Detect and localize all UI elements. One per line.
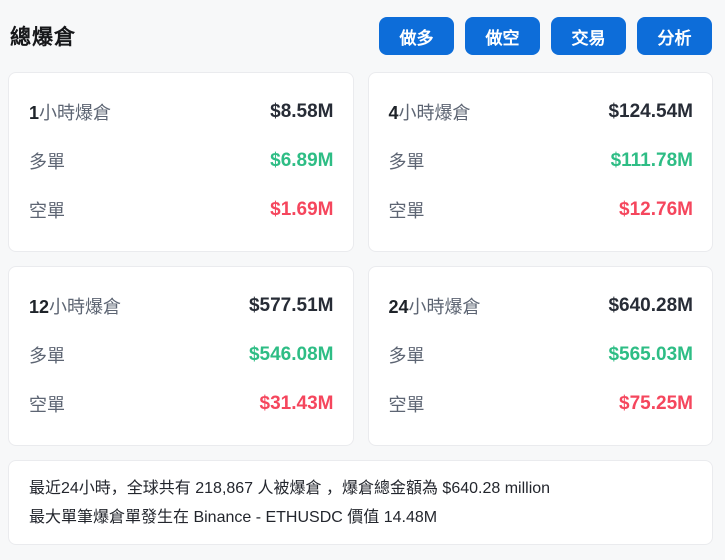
long-button[interactable]: 做多	[379, 17, 454, 55]
period-number: 4	[388, 103, 399, 123]
period-title: 4小時爆倉	[389, 99, 471, 125]
short-label: 空單	[29, 395, 65, 415]
long-value: $111.78M	[610, 150, 693, 171]
period-title: 12小時爆倉	[29, 293, 121, 319]
period-title: 24小時爆倉	[389, 293, 481, 319]
total-value: $577.51M	[248, 295, 334, 316]
period-number: 12	[29, 297, 50, 317]
short-label: 空單	[388, 395, 425, 415]
short-label: 空單	[388, 201, 425, 221]
period-number: 24	[388, 297, 409, 317]
short-button[interactable]: 做空	[465, 17, 540, 55]
short-label: 空單	[29, 201, 65, 221]
trade-button[interactable]: 交易	[551, 17, 626, 55]
total-row: 24小時爆倉 $640.28M	[389, 293, 694, 319]
long-row: 多單 $6.89M	[29, 148, 334, 174]
short-row: 空單 $1.69M	[29, 197, 334, 223]
card-1h-liquidation: 1小時爆倉 $8.58M 多單 $6.89M 空單 $1.69M	[8, 72, 354, 252]
total-value: $124.54M	[608, 101, 693, 122]
long-label: 多單	[29, 152, 65, 172]
header-actions: 做多 做空 交易 分析	[379, 17, 712, 55]
short-value: $31.43M	[259, 393, 334, 414]
page-title: 總爆倉	[10, 26, 76, 49]
period-suffix: 小時爆倉	[49, 297, 122, 317]
short-value: $12.76M	[619, 199, 693, 220]
long-row: 多單 $565.03M	[389, 342, 694, 368]
period-number: 1	[29, 103, 40, 123]
period-suffix: 小時爆倉	[39, 103, 112, 123]
summary-line-2: 最大單筆爆倉單發生在 Binance - ETHUSDC 價值 14.48M	[29, 508, 438, 526]
long-label: 多單	[388, 152, 425, 172]
summary-line-1: 最近24小時，全球共有 218,867 人被爆倉 ，爆倉總金額為 $640.28…	[29, 479, 551, 497]
analyze-button[interactable]: 分析	[637, 17, 712, 55]
total-value: $8.58M	[270, 101, 334, 122]
short-value: $75.25M	[619, 393, 693, 414]
short-row: 空單 $31.43M	[29, 391, 334, 417]
header: 總爆倉 做多 做空 交易 分析	[0, 0, 725, 72]
total-row: 4小時爆倉 $124.54M	[389, 99, 694, 125]
long-row: 多單 $546.08M	[29, 342, 334, 368]
long-value: $546.08M	[248, 344, 334, 365]
card-24h-liquidation: 24小時爆倉 $640.28M 多單 $565.03M 空單 $75.25M	[367, 266, 713, 446]
card-4h-liquidation: 4小時爆倉 $124.54M 多單 $111.78M 空單 $12.76M	[367, 72, 713, 252]
period-title: 1小時爆倉	[29, 99, 111, 125]
summary-card: 最近24小時，全球共有 218,867 人被爆倉 ，爆倉總金額為 $640.28…	[8, 460, 713, 545]
long-label: 多單	[29, 346, 65, 366]
total-row: 12小時爆倉 $577.51M	[29, 293, 334, 319]
short-row: 空單 $12.76M	[389, 197, 694, 223]
total-value: $640.28M	[608, 295, 693, 316]
stat-cards-grid: 1小時爆倉 $8.58M 多單 $6.89M 空單 $1.69M 4小時爆倉 $…	[8, 72, 713, 446]
long-label: 多單	[388, 346, 425, 366]
period-suffix: 小時爆倉	[398, 103, 471, 123]
long-value: $6.89M	[270, 150, 334, 171]
period-suffix: 小時爆倉	[408, 297, 481, 317]
long-value: $565.03M	[608, 344, 693, 365]
long-row: 多單 $111.78M	[389, 148, 694, 174]
card-12h-liquidation: 12小時爆倉 $577.51M 多單 $546.08M 空單 $31.43M	[8, 266, 354, 446]
total-row: 1小時爆倉 $8.58M	[29, 99, 334, 125]
short-row: 空單 $75.25M	[389, 391, 694, 417]
short-value: $1.69M	[270, 199, 334, 220]
